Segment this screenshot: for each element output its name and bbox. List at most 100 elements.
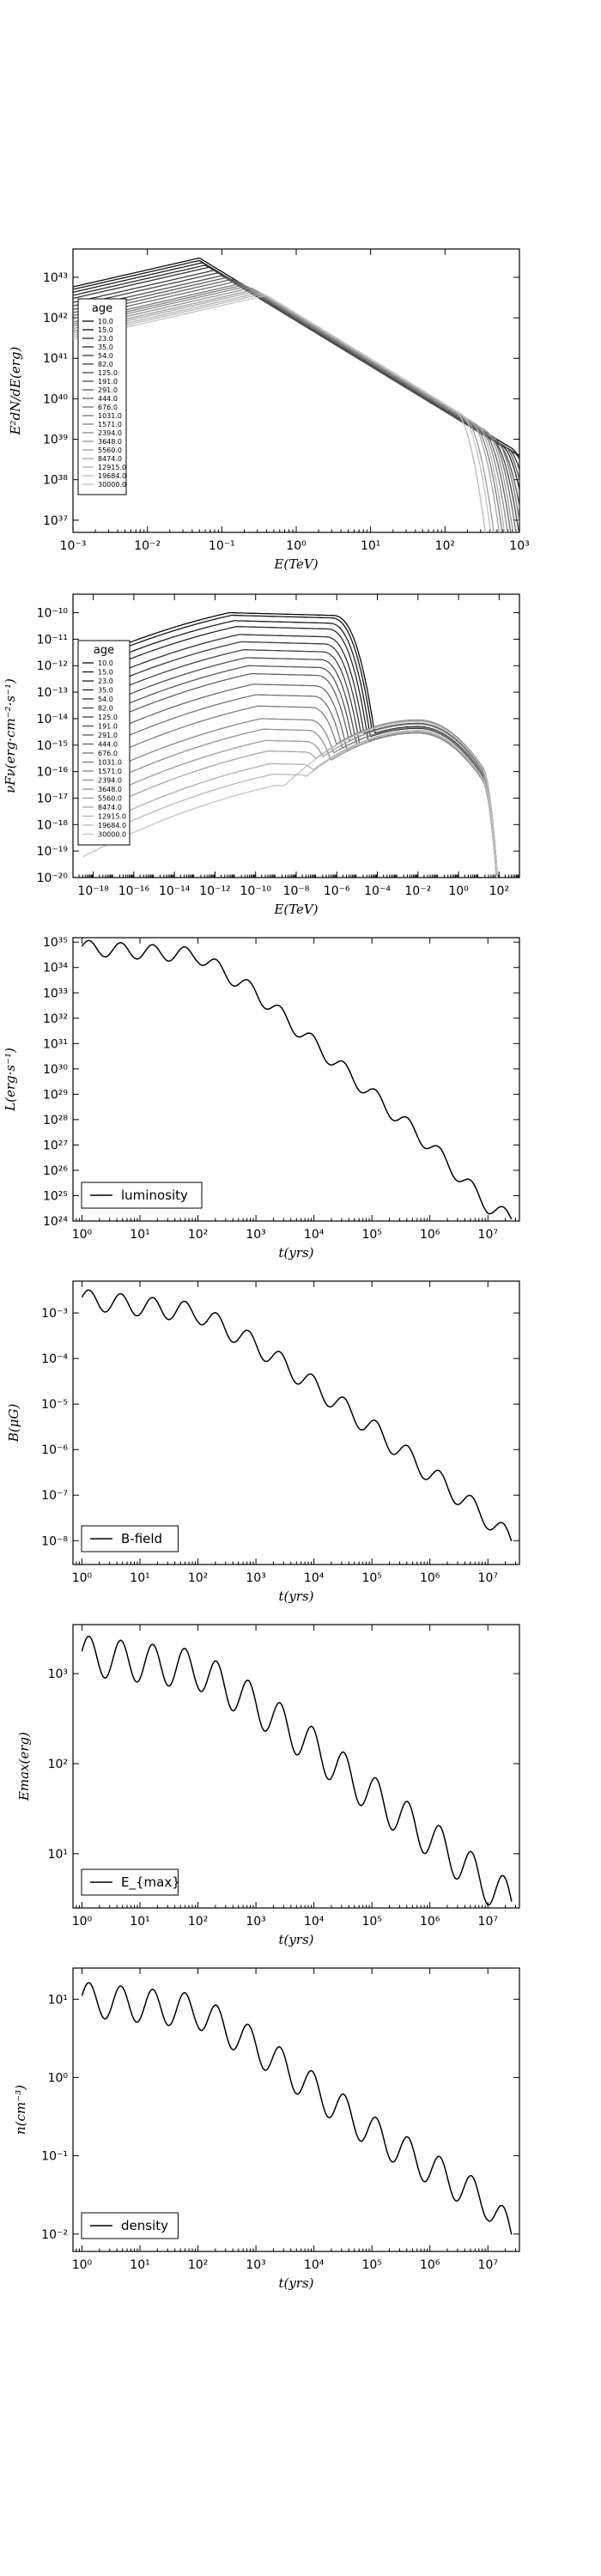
legend-entry: 15.0 xyxy=(98,326,113,334)
y-tick-label: 10⁻² xyxy=(41,2228,68,2242)
series-line xyxy=(82,634,498,878)
y-tick-label: 10⁻¹³ xyxy=(37,686,68,700)
x-tick-label: 10⁻¹² xyxy=(199,884,230,898)
y-tick-label: 10⁻¹⁸ xyxy=(37,818,69,832)
x-tick-label: 10⁵ xyxy=(361,1571,381,1585)
legend-entry: 1571.0 xyxy=(98,768,122,775)
y-tick-label: 10¹ xyxy=(48,1848,68,1862)
legend-entry: 191.0 xyxy=(98,723,118,731)
plot-frame xyxy=(72,1624,520,1909)
legend-entry: 5560.0 xyxy=(98,795,122,803)
x-axis-label: t(yrs) xyxy=(278,2275,313,2291)
y-axis-label: n(cm⁻³) xyxy=(13,2085,28,2135)
series-line xyxy=(82,728,497,878)
x-tick-label: 10² xyxy=(435,539,455,553)
x-tick-label: 10² xyxy=(489,884,509,898)
y-tick-label: 10³⁵ xyxy=(43,936,68,950)
y-tick-label: 10⁻³ xyxy=(41,1307,68,1321)
x-tick-label: 10² xyxy=(188,1915,208,1929)
plot-frame xyxy=(72,593,520,878)
series-line xyxy=(81,1635,513,1906)
y-tick-label: 10⁻¹⁶ xyxy=(37,766,69,780)
legend-entry: 125.0 xyxy=(98,369,118,377)
y-tick-label: 10²⁸ xyxy=(43,1114,68,1127)
legend-entry: 82.0 xyxy=(98,705,113,713)
legend-entry: 2394.0 xyxy=(98,429,122,437)
y-axis-label: νFν(erg·cm⁻²·s⁻¹) xyxy=(3,678,18,793)
legend-entry: 35.0 xyxy=(98,687,113,695)
chart-1: 10⁻³ 10⁻² 10⁻¹ 10⁰ 10¹ 10² 10³ 10³⁷ 10³⁸ 10³⁹ 10⁴⁰… xyxy=(8,248,530,572)
y-tick-label: 10² xyxy=(48,1758,68,1771)
y-tick-label: 10⁴⁰ xyxy=(43,392,68,406)
legend-entry: 1571.0 xyxy=(98,421,122,428)
y-tick-label: 10⁻¹¹ xyxy=(37,633,68,647)
x-tick-label: 10⁵ xyxy=(361,2258,381,2272)
chart-6: 10⁰ 10¹ 10² 10³ 10⁴ 10⁵ 10⁶ 10⁷ 10⁻² 10⁻¹ 10⁰ 10¹ t(… xyxy=(13,1967,520,2291)
series-line xyxy=(82,705,499,878)
x-tick-label: 10² xyxy=(188,1571,208,1585)
legend-entry: 291.0 xyxy=(98,732,118,739)
series-line xyxy=(82,614,499,878)
y-tick-label: 10⁻¹² xyxy=(37,659,68,673)
x-axis-label: t(yrs) xyxy=(278,1932,313,1947)
series-line xyxy=(73,295,492,532)
series-line xyxy=(73,262,519,457)
legend-entry: 1031.0 xyxy=(98,759,122,767)
x-axis-label: E(TeV) xyxy=(273,556,318,572)
x-axis-label: t(yrs) xyxy=(278,1245,313,1261)
y-tick-label: 10⁴² xyxy=(43,312,68,325)
series-line xyxy=(73,275,519,509)
series-line xyxy=(82,720,498,878)
y-axis-label: B(μG) xyxy=(6,1404,21,1443)
y-tick-label: 10⁻¹⁹ xyxy=(37,845,69,859)
legend-title: age xyxy=(92,302,112,315)
x-axis-label: E(TeV) xyxy=(273,902,318,917)
series-line xyxy=(73,266,519,472)
series-line xyxy=(81,1982,513,2235)
x-tick-label: 10⁵ xyxy=(361,1228,381,1242)
legend-entry: 12915.0 xyxy=(98,464,126,471)
y-tick-label: 10³⁹ xyxy=(43,434,68,447)
x-tick-label: 10⁰ xyxy=(72,1571,93,1585)
legend-entry: 23.0 xyxy=(98,335,113,343)
x-tick-label: 10⁻¹ xyxy=(209,539,235,553)
chart-4: 10⁰ 10¹ 10² 10³ 10⁴ 10⁵ 10⁶ 10⁷ 10⁻⁸ 10⁻⁷ 10⁻⁶ 10⁻⁵… xyxy=(6,1280,520,1604)
legend-entry: 82.0 xyxy=(98,361,113,368)
y-tick-label: 10³ xyxy=(48,1668,68,1681)
y-tick-label: 10³⁰ xyxy=(43,1063,68,1077)
series-line xyxy=(73,292,506,532)
plot-frame xyxy=(72,248,520,533)
x-tick-label: 10⁻¹⁸ xyxy=(77,884,109,898)
y-tick-label: 10⁴³ xyxy=(43,271,68,285)
y-tick-label: 10²⁶ xyxy=(43,1164,68,1178)
legend-entry: 2394.0 xyxy=(98,777,122,785)
x-tick-label: 10² xyxy=(188,2258,208,2272)
y-tick-label: 10⁴¹ xyxy=(43,352,68,366)
legend-entry: 125.0 xyxy=(98,714,118,721)
x-tick-label: 10³ xyxy=(246,1228,265,1242)
x-tick-label: 10³ xyxy=(509,539,529,553)
legend-entry: 291.0 xyxy=(98,386,118,394)
x-tick-label: 10⁶ xyxy=(420,1915,440,1929)
x-tick-label: 10⁻⁸ xyxy=(283,884,310,898)
legend-entry: 23.0 xyxy=(98,677,113,685)
legend-entry: 3648.0 xyxy=(98,438,122,446)
legend-entry: 5560.0 xyxy=(98,447,122,454)
plot-frame xyxy=(72,1280,520,1565)
y-tick-label: 10⁻⁷ xyxy=(41,1489,68,1503)
x-tick-label: 10⁻² xyxy=(134,539,161,553)
x-tick-label: 10¹ xyxy=(361,539,380,553)
x-tick-label: 10⁻⁴ xyxy=(364,884,391,898)
legend-entry: 1031.0 xyxy=(98,412,122,420)
x-tick-label: 10⁰ xyxy=(72,1228,93,1242)
legend-entry: B-field xyxy=(121,1531,162,1546)
series-line xyxy=(73,270,519,461)
legend-box xyxy=(81,2212,179,2239)
legend-entry: 676.0 xyxy=(98,404,118,411)
y-tick-label: 10⁻¹⁵ xyxy=(37,739,68,753)
x-tick-label: 10⁷ xyxy=(478,1228,498,1242)
legend-entry: 30000.0 xyxy=(98,831,126,839)
legend-entry: 8474.0 xyxy=(98,455,122,463)
